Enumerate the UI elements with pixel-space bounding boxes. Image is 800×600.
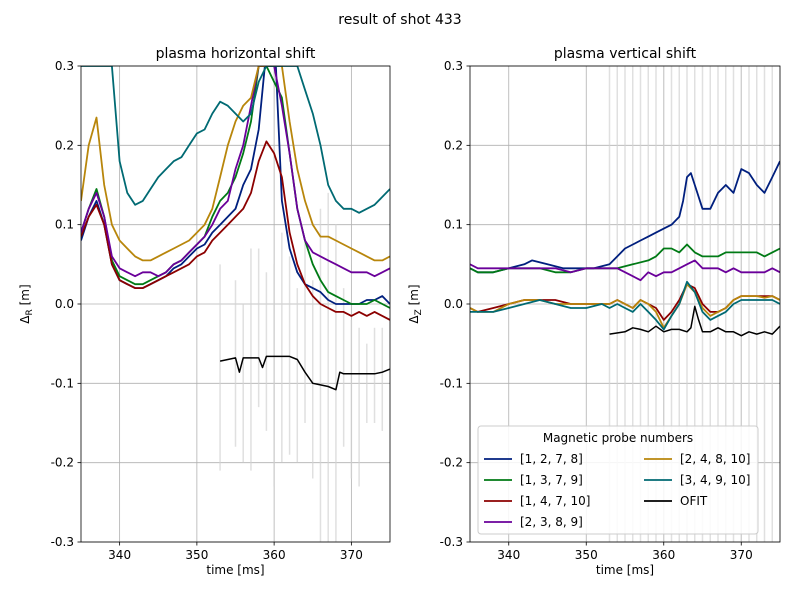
x-tick-label: 360 bbox=[652, 548, 675, 562]
horizontal-shift-panel: 340 350 360 370 -0.3 -0.2 -0.1 0.0 0.1 0.2 0.3 plas… bbox=[18, 46, 391, 577]
y-label-main: Δ bbox=[18, 315, 32, 324]
x-tick-label: 340 bbox=[108, 548, 131, 562]
plot-area bbox=[81, 66, 390, 542]
x-tick-label: 340 bbox=[497, 548, 520, 562]
panel-title: plasma horizontal shift bbox=[156, 46, 316, 62]
y-tick-label: -0.2 bbox=[440, 456, 463, 470]
figure-suptitle: result of shot 433 bbox=[338, 12, 461, 28]
legend-entry: [3, 4, 9, 10] bbox=[680, 473, 750, 487]
series-line bbox=[609, 305, 780, 337]
series-line bbox=[81, 66, 390, 309]
y-tick-label: 0.2 bbox=[55, 138, 74, 152]
y-tick-label: -0.3 bbox=[51, 535, 74, 549]
legend-entry: [1, 4, 7, 10] bbox=[520, 494, 590, 508]
y-axis-label: ΔR [m] bbox=[18, 284, 35, 323]
x-axis-label: time [ms] bbox=[596, 563, 654, 577]
series-line bbox=[81, 66, 390, 305]
vertical-shift-panel: 340 350 360 370 -0.3 -0.2 -0.1 0.0 0.1 0.2 0.3 plas… bbox=[407, 46, 781, 577]
legend-entry: [2, 4, 8, 10] bbox=[680, 452, 750, 466]
legend-entry: [1, 2, 7, 8] bbox=[520, 452, 583, 466]
y-axis-label: ΔZ [m] bbox=[407, 284, 424, 323]
y-label-unit: [m] bbox=[407, 284, 421, 309]
y-tick-label: 0.0 bbox=[55, 297, 74, 311]
y-tick-label: -0.3 bbox=[440, 535, 463, 549]
x-tick-label: 350 bbox=[575, 548, 598, 562]
x-tick-label: 370 bbox=[730, 548, 753, 562]
series-line bbox=[81, 66, 390, 214]
y-tick-label: 0.1 bbox=[55, 218, 74, 232]
panel-title: plasma vertical shift bbox=[554, 46, 697, 62]
y-tick-label: -0.1 bbox=[51, 376, 74, 390]
series-line bbox=[470, 160, 780, 274]
legend-entry: [1, 3, 7, 9] bbox=[520, 473, 583, 487]
y-tick-label: -0.1 bbox=[440, 376, 463, 390]
y-tick-label: 0.0 bbox=[444, 297, 463, 311]
legend-box bbox=[477, 425, 759, 535]
legend: Magnetic probe numbers [1, 2, 7, 8] [1, 3,… bbox=[477, 425, 759, 535]
series-line bbox=[81, 66, 390, 262]
y-tick-label: 0.2 bbox=[444, 138, 463, 152]
y-label-subscript: R bbox=[25, 309, 35, 315]
y-label-main: Δ bbox=[407, 315, 421, 324]
x-axis-label: time [ms] bbox=[206, 563, 264, 577]
y-label-unit: [m] bbox=[18, 284, 32, 309]
y-tick-label: -0.2 bbox=[51, 456, 74, 470]
y-tick-label: 0.3 bbox=[55, 59, 74, 73]
series-line bbox=[470, 280, 780, 331]
legend-title: Magnetic probe numbers bbox=[543, 431, 693, 445]
x-tick-label: 370 bbox=[340, 548, 363, 562]
series-line bbox=[81, 66, 390, 278]
series-line bbox=[219, 355, 390, 391]
y-tick-label: 0.1 bbox=[444, 218, 463, 232]
legend-entry: [2, 3, 8, 9] bbox=[520, 515, 583, 529]
y-label-subscript: Z bbox=[414, 309, 424, 315]
legend-entry: OFIT bbox=[680, 494, 708, 508]
series-line bbox=[81, 140, 390, 321]
y-tick-label: 0.3 bbox=[444, 59, 463, 73]
x-tick-label: 360 bbox=[263, 548, 286, 562]
x-tick-label: 350 bbox=[185, 548, 208, 562]
series-line bbox=[470, 259, 780, 282]
